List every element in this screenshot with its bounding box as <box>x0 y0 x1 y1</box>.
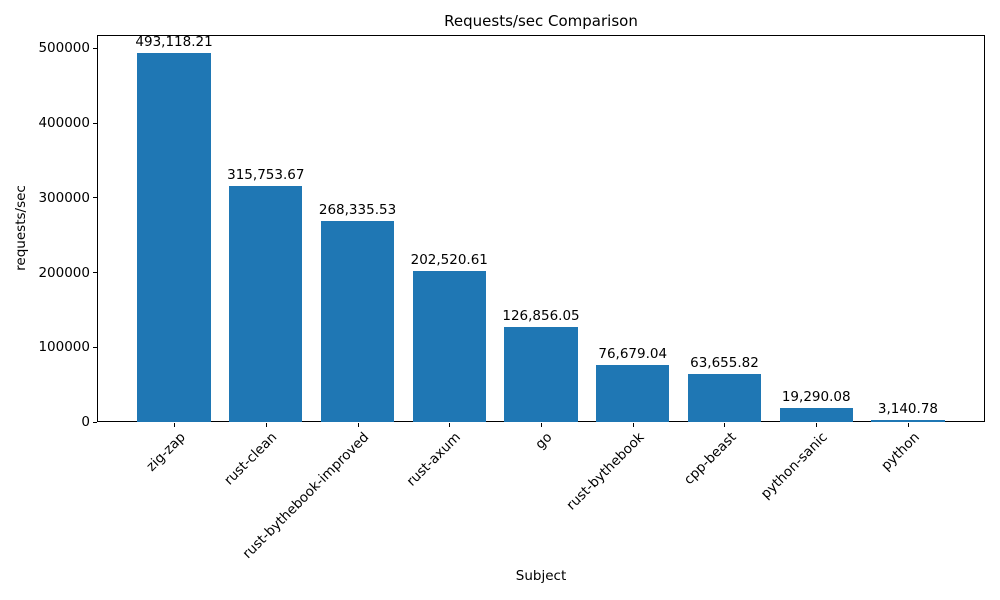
bar-value-label: 493,118.21 <box>135 34 213 51</box>
bar <box>779 407 853 422</box>
bar-value-label: 202,520.61 <box>410 251 488 268</box>
x-tick-mark <box>724 423 726 427</box>
y-tick-mark <box>93 421 97 423</box>
bar <box>137 53 211 422</box>
bar-value-label: 268,335.53 <box>318 202 397 219</box>
y-tick-label: 0 <box>81 414 90 430</box>
x-tick-mark <box>541 423 542 427</box>
x-tick-mark <box>449 423 451 427</box>
bar-value-label: 19,290.08 <box>781 388 851 405</box>
x-tick-label: rust-clean <box>221 429 281 489</box>
x-tick-mark <box>816 423 818 427</box>
x-tick-label: rust-bythebook <box>563 429 648 514</box>
bar-value-label: 63,655.82 <box>690 355 759 372</box>
bar <box>687 374 762 422</box>
y-tick-label: 100000 <box>38 339 90 356</box>
x-tick-label: python-sanic <box>757 429 831 503</box>
y-tick-mark <box>93 272 97 273</box>
y-tick-mark <box>93 122 97 124</box>
x-tick-label: cpp-beast <box>680 429 740 488</box>
bar <box>412 270 486 422</box>
bar <box>596 364 670 422</box>
bar-value-label: 76,679.04 <box>598 345 668 362</box>
bar-value-label: 126,856.05 <box>502 308 580 325</box>
y-tick-mark <box>93 197 97 199</box>
bar <box>229 185 303 422</box>
x-tick-label: go <box>532 429 556 453</box>
x-tick-label: rust-axum <box>403 429 464 490</box>
y-tick-mark <box>93 346 97 348</box>
bar-value-label: 3,140.78 <box>877 400 938 417</box>
y-tick-label: 200000 <box>38 264 90 281</box>
y-tick-label: 300000 <box>38 189 90 206</box>
x-tick-mark <box>907 423 909 427</box>
chart-title: Requests/sec Comparison <box>444 12 638 30</box>
x-tick-mark <box>265 423 267 427</box>
bar-value-label: 315,753.67 <box>227 166 305 183</box>
bar <box>504 327 578 422</box>
bar <box>871 419 945 422</box>
y-tick-label: 500000 <box>38 40 90 57</box>
y-tick-label: 400000 <box>38 115 90 132</box>
x-tick-mark <box>357 423 359 427</box>
x-tick-mark <box>174 423 176 427</box>
x-tick-label: python <box>877 429 923 475</box>
bar <box>320 221 395 422</box>
x-axis-label: Subject <box>515 568 567 584</box>
y-tick-mark <box>93 47 97 49</box>
x-tick-mark <box>632 423 634 427</box>
x-tick-label: zig-zap <box>143 429 189 475</box>
